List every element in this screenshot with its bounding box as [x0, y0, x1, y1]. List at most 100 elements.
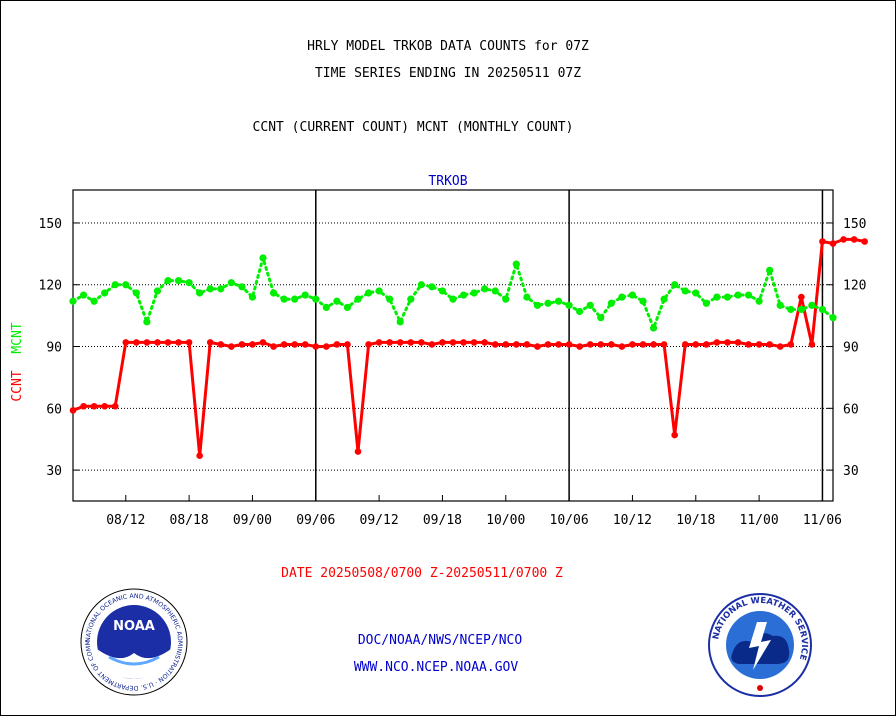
point-mcnt-65 [755, 297, 763, 305]
point-ccnt-13 [206, 339, 214, 346]
point-ccnt-14 [217, 341, 225, 348]
point-mcnt-7 [143, 318, 151, 326]
point-ccnt-64 [745, 341, 752, 348]
point-mcnt-24 [322, 303, 330, 311]
point-mcnt-39 [481, 285, 489, 293]
point-mcnt-19 [269, 289, 278, 297]
point-mcnt-66 [766, 266, 774, 274]
point-mcnt-63 [734, 291, 742, 299]
chart-subtitle: CCNT (CURRENT COUNT) MCNT (MONTHLY COUNT… [252, 120, 574, 135]
point-mcnt-8 [153, 287, 162, 295]
point-mcnt-21 [291, 295, 299, 303]
point-mcnt-53 [628, 291, 637, 299]
point-mcnt-55 [649, 324, 658, 332]
point-ccnt-15 [228, 343, 235, 350]
point-ccnt-58 [681, 341, 689, 348]
point-ccnt-70 [808, 341, 816, 348]
ytick-left-120: 120 [39, 279, 62, 294]
point-mcnt-67 [776, 301, 784, 309]
xtick-10/18: 10/18 [676, 513, 715, 528]
point-ccnt-18 [259, 339, 267, 346]
point-mcnt-40 [491, 287, 499, 295]
point-mcnt-5 [122, 281, 130, 289]
point-ccnt-8 [154, 339, 161, 346]
point-ccnt-75 [861, 238, 868, 245]
point-ccnt-20 [280, 341, 288, 348]
point-ccnt-32 [407, 339, 415, 346]
point-mcnt-48 [576, 307, 584, 316]
ytick-right-60: 60 [843, 402, 859, 417]
point-mcnt-10 [174, 277, 183, 285]
xtick-08/12: 08/12 [106, 513, 145, 528]
point-ccnt-72 [829, 240, 837, 247]
point-mcnt-72 [829, 314, 837, 322]
url-line: WWW.NCO.NCEP.NOAA.GOV [353, 660, 519, 675]
point-mcnt-16 [238, 283, 246, 291]
point-ccnt-40 [491, 341, 499, 348]
org-line: DOC/NOAA/NWS/NCEP/NCO [357, 633, 523, 648]
point-mcnt-4 [111, 281, 119, 289]
series-line-ccnt [72, 237, 865, 456]
point-ccnt-30 [386, 339, 393, 346]
point-ccnt-12 [196, 452, 203, 459]
noaa-logo: NATIONAL OCEANIC AND ATMOSPHERIC ADMINIS… [79, 587, 188, 696]
point-mcnt-11 [185, 279, 193, 287]
point-mcnt-13 [206, 285, 214, 293]
point-ccnt-62 [724, 339, 731, 346]
ytick-right-90: 90 [843, 341, 859, 356]
point-ccnt-9 [164, 339, 172, 346]
point-mcnt-59 [692, 289, 700, 297]
point-ccnt-17 [249, 341, 256, 348]
xtick-10/06: 10/06 [550, 513, 589, 528]
point-ccnt-69 [798, 293, 805, 301]
point-mcnt-68 [787, 305, 795, 314]
point-mcnt-36 [449, 295, 457, 303]
xtick-09/12: 09/12 [360, 513, 399, 528]
point-ccnt-57 [671, 431, 678, 439]
point-ccnt-4 [111, 402, 119, 410]
point-ccnt-28 [365, 341, 372, 348]
point-ccnt-68 [787, 341, 795, 348]
point-ccnt-1 [80, 402, 87, 410]
star-icon [757, 685, 763, 691]
point-mcnt-60 [702, 299, 710, 307]
xtick-10/00: 10/00 [486, 513, 525, 528]
xtick-09/00: 09/00 [233, 513, 272, 528]
point-ccnt-45 [544, 341, 552, 348]
noaa-logo-text: NOAA [113, 619, 155, 634]
point-mcnt-61 [713, 293, 721, 301]
point-mcnt-17 [248, 293, 257, 301]
point-mcnt-0 [69, 297, 77, 305]
point-ccnt-71 [819, 238, 826, 245]
point-ccnt-26 [344, 341, 351, 348]
point-mcnt-52 [618, 293, 626, 301]
point-ccnt-37 [460, 339, 467, 346]
point-ccnt-51 [608, 341, 615, 348]
point-ccnt-63 [734, 339, 742, 346]
point-ccnt-46 [555, 341, 562, 348]
point-mcnt-6 [132, 289, 140, 297]
xtick-08/18: 08/18 [170, 513, 209, 528]
xtick-09/18: 09/18 [423, 513, 462, 528]
point-ccnt-36 [449, 339, 457, 346]
point-ccnt-49 [586, 341, 594, 348]
point-mcnt-3 [101, 289, 109, 297]
point-mcnt-45 [544, 299, 552, 307]
point-ccnt-74 [850, 236, 858, 243]
point-ccnt-7 [143, 339, 151, 346]
point-mcnt-32 [407, 295, 415, 303]
point-mcnt-18 [259, 254, 267, 262]
point-ccnt-0 [69, 407, 77, 414]
point-ccnt-10 [175, 339, 182, 346]
xtick-10/12: 10/12 [613, 513, 652, 528]
point-ccnt-24 [323, 343, 330, 350]
point-ccnt-52 [618, 343, 626, 350]
point-mcnt-64 [744, 291, 753, 299]
point-mcnt-28 [364, 289, 373, 297]
point-mcnt-70 [808, 301, 816, 309]
point-ccnt-55 [650, 341, 657, 348]
point-ccnt-34 [428, 341, 436, 348]
point-ccnt-3 [101, 402, 108, 410]
xtick-11/06: 11/06 [803, 513, 842, 528]
